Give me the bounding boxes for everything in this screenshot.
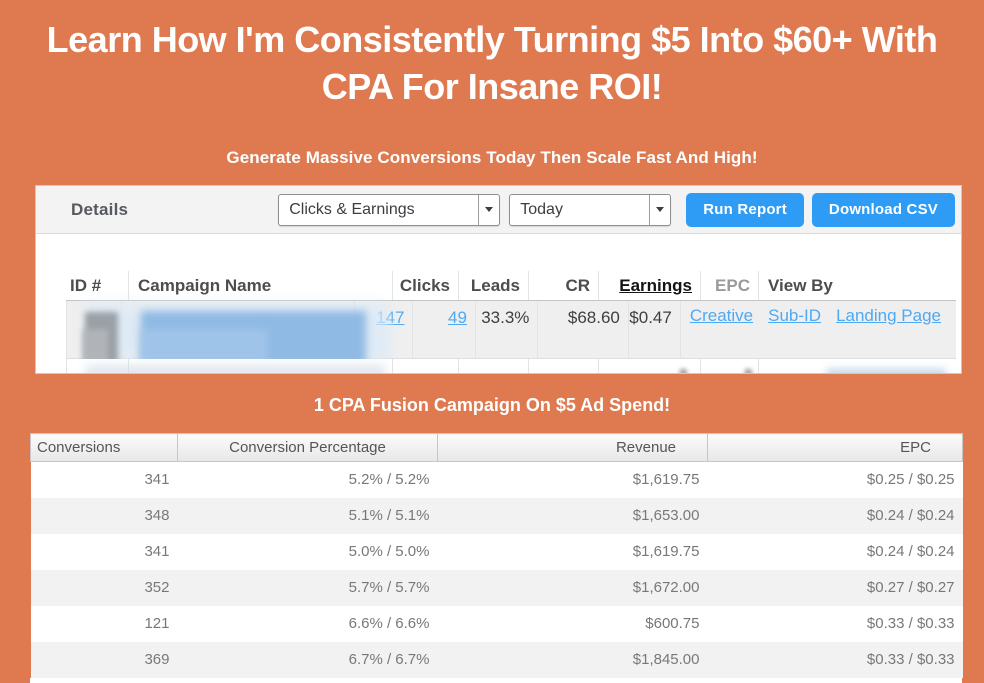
hero-section: Learn How I'm Consistently Turning $5 In… <box>0 0 984 168</box>
report-table-row: 147 49 33.3% $68.60 $0.47 Creative Sub-ID… <box>66 301 956 373</box>
revenue-value: $1,619.75 <box>632 471 700 489</box>
dropdown-arrow-icon[interactable] <box>649 194 670 225</box>
conversion-percentage-value: 5.7% / 5.7% <box>348 579 430 596</box>
col-header-view-by: View By <box>758 271 956 300</box>
stats-col-header-revenue: Revenue <box>437 433 708 462</box>
page-title: Learn How I'm Consistently Turning $5 In… <box>10 16 974 110</box>
metric-select-value: Clicks & Earnings <box>289 200 415 218</box>
earnings-cell: $68.60 <box>537 301 628 358</box>
stats-row: 341 5.0% / 5.0% $1,619.75 $0.24 / $0.24 <box>30 533 963 570</box>
epc-value: $0.24 / $0.24 <box>866 507 955 524</box>
revenue-value: $1,672.00 <box>632 579 700 596</box>
epc-value: $0.27 / $0.27 <box>866 579 955 596</box>
view-by-cell: Creative Sub-ID Landing Page <box>679 301 956 358</box>
epc-value: $0.24 / $0.24 <box>866 543 955 560</box>
stats-row: 341 5.2% / 5.2% $1,619.75 $0.25 / $0.25 <box>30 461 963 498</box>
stats-row: 369 6.7% / 6.7% $1,845.00 $0.33 / $0.33 <box>30 641 963 678</box>
date-select-value: Today <box>520 200 563 218</box>
page-title-line1: Learn How I'm Consistently Turning $5 In… <box>46 19 938 60</box>
sub-id-link[interactable]: Sub-ID <box>768 306 822 325</box>
report-table-clipped-row <box>66 359 956 373</box>
revenue-value: $1,619.75 <box>632 543 700 560</box>
col-header-id[interactable]: ID # <box>70 275 102 295</box>
download-csv-button[interactable]: Download CSV <box>811 192 955 227</box>
epc-value: $0.25 / $0.25 <box>866 471 955 489</box>
col-header-clicks[interactable]: Clicks <box>392 271 458 300</box>
conversion-percentage-value: 5.1% / 5.1% <box>348 507 430 524</box>
revenue-value: $600.75 <box>645 615 700 632</box>
stats-col-header-epc: EPC <box>707 433 963 462</box>
clipped-text-fragment <box>744 369 752 373</box>
epc-value: $0.33 / $0.33 <box>866 615 955 632</box>
clipped-text-fragment <box>679 369 687 373</box>
redacted-blur-overlay <box>85 365 385 373</box>
stats-row: 348 5.1% / 5.1% $1,653.00 $0.24 / $0.24 <box>30 497 963 534</box>
conversions-value: 369 <box>144 651 170 668</box>
col-header-epc[interactable]: EPC <box>700 271 758 300</box>
col-header-leads[interactable]: Leads <box>458 271 528 300</box>
epc-value: $0.33 / $0.33 <box>866 651 955 668</box>
revenue-value: $1,845.00 <box>632 651 700 668</box>
stats-table: Conversions Conversion Percentage Revenu… <box>30 433 963 678</box>
conversion-percentage-value: 5.2% / 5.2% <box>348 471 430 489</box>
report-table: ID # Campaign Name Clicks Leads CR Earni… <box>66 271 956 373</box>
report-panel: Details Clicks & Earnings Today Run Repo… <box>35 185 962 374</box>
campaign-caption: 1 CPA Fusion Campaign On $5 Ad Spend! <box>313 395 671 415</box>
report-table-header-row: ID # Campaign Name Clicks Leads CR Earni… <box>66 271 956 301</box>
conversions-value: 341 <box>144 543 170 560</box>
stats-col-header-conversions: Conversions <box>30 433 178 462</box>
date-select[interactable]: Today <box>509 193 672 226</box>
col-header-cr[interactable]: CR <box>528 271 598 300</box>
panel-spacer <box>36 234 961 271</box>
conversion-percentage-value: 6.6% / 6.6% <box>348 615 430 632</box>
epc-cell: $0.47 <box>627 301 680 358</box>
stats-col-header-conversion-percentage: Conversion Percentage <box>177 433 438 462</box>
leads-cell: 49 <box>412 301 474 358</box>
page-subtitle: Generate Massive Conversions Today Then … <box>226 148 758 167</box>
stats-section: Conversions Conversion Percentage Revenu… <box>30 433 963 683</box>
landing-page-link[interactable]: Landing Page <box>836 306 941 325</box>
revenue-value: $1,653.00 <box>632 507 700 524</box>
clipped-text-fragment <box>826 369 946 373</box>
id-cell <box>66 301 121 358</box>
page-title-line2: CPA For Insane ROI! <box>321 66 663 107</box>
conversion-percentage-value: 6.7% / 6.7% <box>348 651 430 668</box>
panel-title: Details <box>71 199 129 219</box>
cr-cell: 33.3% <box>474 301 537 358</box>
report-panel-header: Details Clicks & Earnings Today Run Repo… <box>36 186 961 234</box>
conversions-value: 352 <box>144 579 170 596</box>
stats-header-row: Conversions Conversion Percentage Revenu… <box>30 433 963 462</box>
creative-link[interactable]: Creative <box>689 306 754 325</box>
dropdown-arrow-icon[interactable] <box>478 194 499 225</box>
conversion-percentage-value: 5.0% / 5.0% <box>348 543 430 560</box>
conversions-value: 341 <box>144 471 170 489</box>
stats-row: 121 6.6% / 6.6% $600.75 $0.33 / $0.33 <box>30 605 963 642</box>
metric-select[interactable]: Clicks & Earnings <box>278 193 501 226</box>
clipped-stats-row <box>30 677 962 683</box>
leads-value-link[interactable]: 49 <box>448 308 467 327</box>
stats-row: 352 5.7% / 5.7% $1,672.00 $0.27 / $0.27 <box>30 569 963 606</box>
col-header-campaign-name[interactable]: Campaign Name <box>128 271 392 300</box>
col-header-earnings-sorted[interactable]: Earnings <box>598 271 700 300</box>
run-report-button[interactable]: Run Report <box>686 192 804 227</box>
conversions-value: 121 <box>144 615 170 632</box>
conversions-value: 348 <box>144 507 170 524</box>
